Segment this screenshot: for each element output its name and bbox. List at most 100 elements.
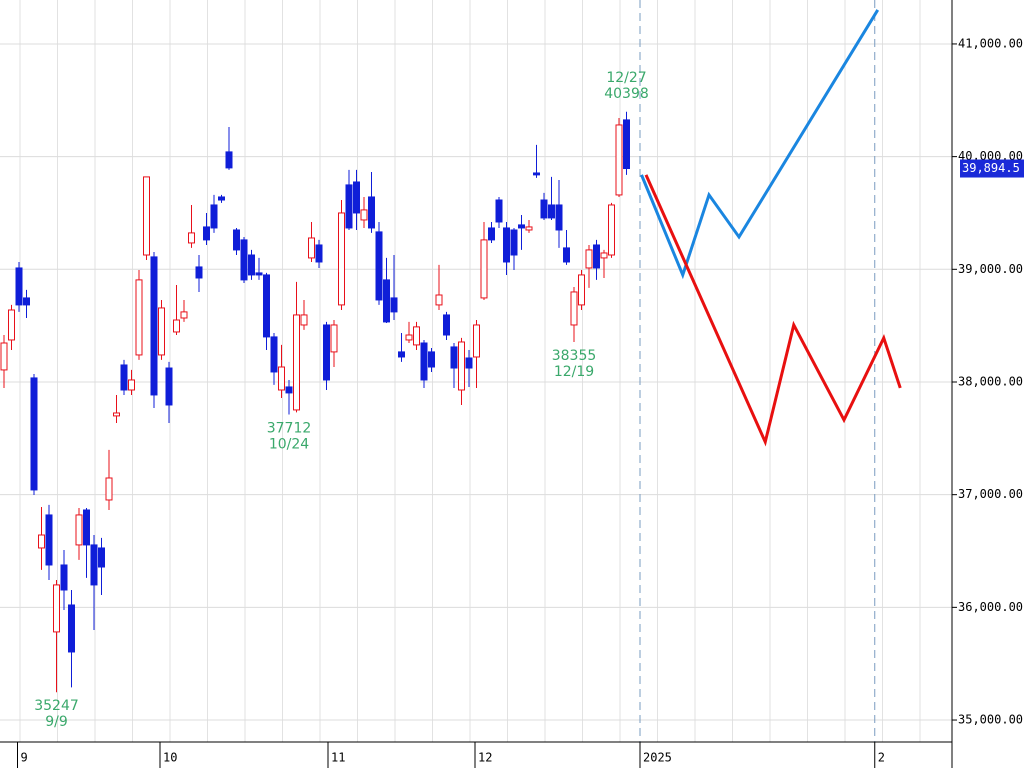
- candle-body: [135, 279, 143, 356]
- y-tick-label: 36,000.00: [958, 600, 1023, 614]
- candle-body: [60, 564, 68, 591]
- candle-body: [405, 334, 413, 341]
- candle-body: [443, 314, 450, 336]
- candle-body: [390, 297, 398, 313]
- candle-body: [98, 547, 105, 568]
- candle-body: [338, 212, 345, 306]
- candle-body: [23, 297, 30, 306]
- candle-body: [578, 274, 585, 306]
- candle-body: [563, 247, 570, 263]
- annotation-date: 10/24: [269, 436, 309, 452]
- candle-body: [38, 534, 45, 549]
- annotation-value: 40398: [604, 86, 649, 102]
- candle-body: [450, 346, 458, 369]
- candle-body: [165, 367, 173, 406]
- candle-body: [233, 229, 240, 251]
- candle-body: [480, 239, 488, 299]
- candle-body: [105, 477, 113, 501]
- candle-body: [495, 199, 503, 223]
- candle-body: [293, 314, 300, 411]
- x-tick-label: 10: [163, 751, 177, 765]
- candle-body: [128, 379, 135, 391]
- candle-body: [53, 584, 60, 633]
- candle-body: [248, 254, 255, 276]
- candle-body: [330, 324, 338, 353]
- candle-body: [218, 196, 225, 201]
- annotation-value: 38355: [552, 348, 597, 364]
- candle-body: [300, 314, 308, 326]
- annotation-value: 35247: [34, 698, 79, 714]
- candle-body: [15, 267, 23, 306]
- candle-body: [360, 209, 368, 221]
- candle-body: [158, 307, 165, 356]
- candle-body: [593, 244, 600, 269]
- candle-body: [255, 272, 263, 276]
- x-tick-label: 12: [478, 751, 492, 765]
- candle-body: [315, 244, 323, 263]
- candle-body: [458, 341, 465, 391]
- last-price-label: 39,894.5: [962, 161, 1020, 175]
- candle-body: [420, 342, 428, 381]
- y-tick-label: 38,000.00: [958, 374, 1023, 388]
- candle-body: [30, 377, 38, 491]
- x-tick-label: 2: [878, 751, 885, 765]
- candle-body: [488, 227, 495, 241]
- candle-body: [150, 256, 158, 396]
- candle-body: [75, 514, 83, 546]
- candle-body: [68, 604, 75, 653]
- candle-body: [465, 357, 473, 369]
- candle-body: [503, 227, 510, 263]
- candle-body: [8, 309, 15, 341]
- forecast-line: [644, 174, 902, 447]
- last-price-tag: [960, 159, 1024, 178]
- grid: [0, 0, 952, 742]
- candle-body: [225, 151, 233, 169]
- candle-body: [143, 176, 150, 256]
- candle-body: [210, 204, 218, 229]
- candle-body: [600, 252, 608, 259]
- candle-body: [180, 311, 188, 319]
- candle-body: [540, 199, 548, 219]
- x-tick-label: 2025: [643, 751, 672, 765]
- forecast-line: [640, 9, 880, 280]
- candle-body: [473, 324, 480, 358]
- y-tick-label: 37,000.00: [958, 487, 1023, 501]
- x-tick-label: 9: [21, 751, 28, 765]
- candle-body: [623, 119, 630, 170]
- candle-body: [525, 226, 533, 231]
- candle-body: [585, 249, 593, 269]
- candle-body: [0, 342, 8, 371]
- candle-body: [518, 224, 525, 229]
- candle-body: [383, 279, 390, 323]
- candle-body: [345, 184, 353, 229]
- candle-body: [90, 544, 98, 586]
- candle-body: [203, 226, 210, 241]
- candle-body: [278, 366, 285, 391]
- candle-body: [608, 204, 615, 256]
- candle-body: [398, 351, 405, 358]
- candle-body: [368, 196, 375, 229]
- candle-body: [435, 294, 443, 306]
- candle-body: [353, 181, 360, 214]
- candle-body: [615, 124, 623, 196]
- candle-body: [45, 514, 53, 566]
- candle-body: [188, 232, 195, 244]
- candle-body: [173, 319, 180, 333]
- candle-body: [263, 274, 270, 338]
- candle-body: [533, 172, 540, 176]
- candle-body: [83, 509, 90, 546]
- annotation-date: 12/27: [606, 70, 646, 86]
- candle-body: [555, 204, 563, 231]
- annotation-date: 9/9: [45, 714, 68, 730]
- candle-body: [195, 266, 203, 279]
- candle-body: [285, 386, 293, 394]
- candle-body: [375, 231, 383, 301]
- candle-body: [270, 336, 278, 373]
- y-tick-label: 39,000.00: [958, 262, 1023, 276]
- candle-body: [240, 239, 248, 281]
- candle-body: [428, 351, 435, 368]
- candle-body: [548, 204, 555, 219]
- annotation-date: 12/19: [554, 364, 594, 380]
